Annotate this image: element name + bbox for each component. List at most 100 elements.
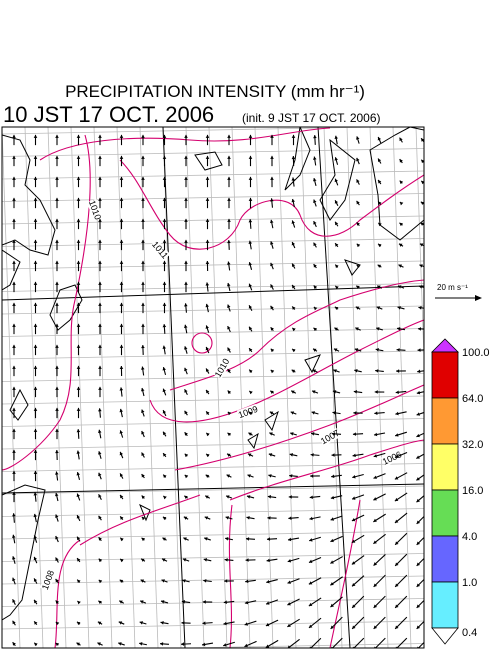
wind-head <box>55 302 59 306</box>
wind-head <box>184 474 189 479</box>
wind-head <box>12 428 16 432</box>
wind-head <box>140 600 144 604</box>
wind-head <box>76 493 80 498</box>
wind-head <box>335 264 339 269</box>
wind-head <box>55 218 59 222</box>
wind-head <box>335 243 339 247</box>
wind-head <box>76 239 81 243</box>
wind-head <box>248 240 253 244</box>
wind-head <box>331 474 335 479</box>
wind-head <box>227 326 231 330</box>
wind-head <box>313 221 317 225</box>
grid-line <box>2 395 424 405</box>
wind-head <box>141 431 145 435</box>
wind-head <box>418 306 422 310</box>
wind-head <box>265 644 270 648</box>
wind-head <box>313 348 317 352</box>
wind-head <box>120 494 124 499</box>
wind-head <box>395 390 399 395</box>
colorbar-box <box>431 351 459 399</box>
wind-head <box>160 621 164 625</box>
wind-head <box>141 495 146 499</box>
grid-line <box>231 127 251 648</box>
colorbar: 100.0 64.0 32.0 16.0 4.0 1.0 0.4 <box>431 338 490 645</box>
wind-head <box>396 348 400 352</box>
wind-head <box>33 344 38 348</box>
wind-head <box>270 305 274 310</box>
wind-head <box>141 323 145 327</box>
wind-head <box>244 622 249 626</box>
wind-head <box>395 562 399 566</box>
wind-head <box>55 197 59 201</box>
wind-head <box>291 177 296 181</box>
wind-head <box>420 201 424 206</box>
wind-head <box>141 260 145 264</box>
wind-head <box>226 261 231 265</box>
wind-head <box>351 539 356 543</box>
wind-head <box>377 158 382 163</box>
wind-head <box>202 621 206 625</box>
wind-head <box>55 323 59 327</box>
wind-head <box>356 285 360 289</box>
wind-head <box>55 365 59 369</box>
wind-head <box>184 303 188 307</box>
wind-head <box>12 386 16 390</box>
wind-head <box>334 157 338 161</box>
wind-head <box>12 197 16 201</box>
wind-head <box>333 348 338 352</box>
label-bg <box>86 198 104 222</box>
wind-head <box>417 327 422 331</box>
wind-head <box>399 159 403 163</box>
wind-head <box>119 260 124 264</box>
wind-head <box>139 621 144 625</box>
map-frame <box>1 126 425 649</box>
grid-line <box>2 193 424 202</box>
wind-head <box>119 218 124 222</box>
wind-head <box>76 323 81 327</box>
grid-line <box>2 215 424 225</box>
wind-head <box>397 327 401 331</box>
wind-head <box>181 642 185 646</box>
colorbar-box <box>431 535 459 583</box>
wind-head <box>12 260 16 264</box>
wind-head <box>313 285 318 289</box>
wind-head <box>98 302 102 306</box>
wind-head <box>184 495 188 500</box>
wind-head <box>287 623 291 627</box>
wind-head <box>378 201 382 205</box>
wind-head <box>310 474 314 478</box>
wind-head <box>353 390 358 394</box>
wind-head <box>183 537 187 541</box>
wind-head <box>309 516 313 521</box>
wind-head <box>204 516 209 520</box>
wind-head <box>12 642 16 646</box>
label-bg <box>236 403 260 421</box>
wind-head <box>269 432 273 436</box>
wind-head <box>266 601 270 605</box>
wind-head <box>313 264 317 268</box>
wind-head <box>55 281 59 285</box>
wind-head <box>119 408 124 413</box>
wind-head <box>33 197 38 201</box>
wind-head <box>98 365 102 369</box>
wind-head <box>399 180 404 185</box>
wind-head <box>98 155 102 159</box>
isobar-label: 1009 <box>237 404 259 420</box>
wind-head <box>33 155 38 159</box>
wind-head <box>184 389 188 393</box>
wind-head <box>119 600 123 604</box>
wind-vectors <box>11 134 424 648</box>
wind-head <box>394 519 399 523</box>
wind-head <box>141 281 145 285</box>
wind-head <box>141 537 146 542</box>
wind-head <box>141 239 145 243</box>
wind-head <box>373 583 378 587</box>
wind-head <box>269 411 274 415</box>
wind-head <box>248 155 253 159</box>
wind-head <box>184 197 188 201</box>
wind-head <box>162 410 167 414</box>
wind-head <box>205 260 210 265</box>
wind-head <box>12 365 16 369</box>
wind-head <box>416 625 421 629</box>
wind-head <box>98 600 102 605</box>
